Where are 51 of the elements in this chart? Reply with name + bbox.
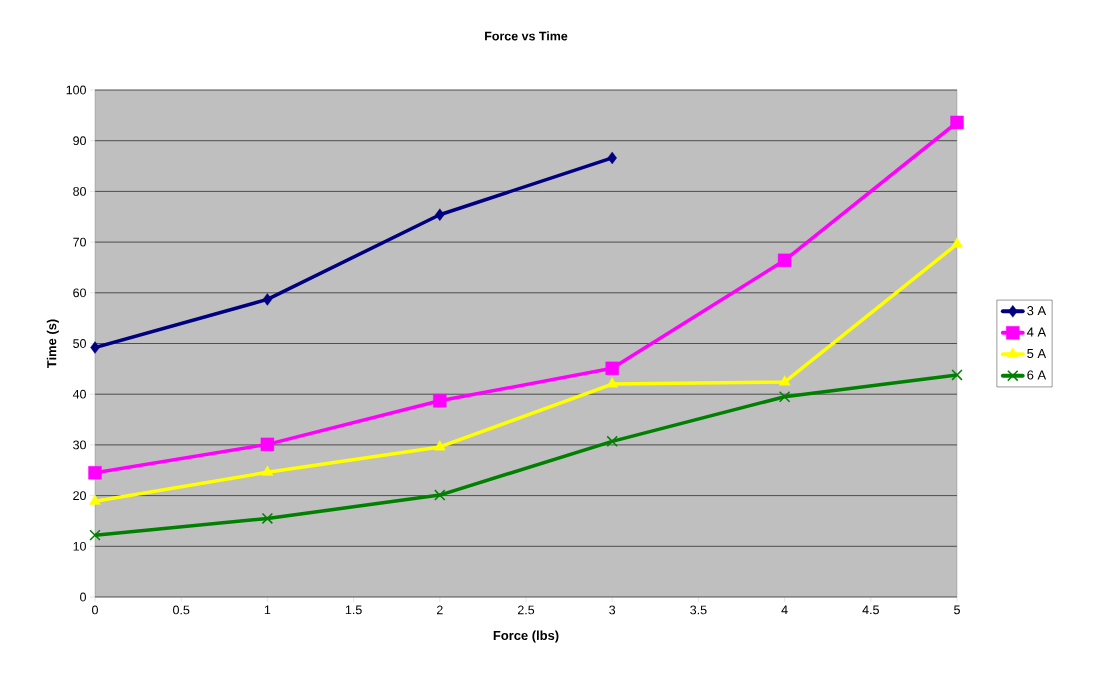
x-tick-label: 2.5 xyxy=(517,605,535,615)
point xyxy=(89,494,101,505)
legend-label: 3 A xyxy=(1027,306,1047,316)
point xyxy=(777,253,792,268)
x-axis-title: Force (lbs) xyxy=(493,630,559,643)
y-tick-label: 80 xyxy=(73,186,86,196)
y-axis-title: Time (s) xyxy=(46,319,59,369)
y-tick-label: 20 xyxy=(73,491,86,501)
y-tick-label: 60 xyxy=(73,288,86,298)
point xyxy=(433,440,446,451)
legend-label: 5 A xyxy=(1027,348,1047,359)
point xyxy=(606,435,618,448)
point xyxy=(433,394,447,408)
point xyxy=(605,361,619,376)
point xyxy=(607,151,617,165)
point xyxy=(89,529,101,541)
x-tick-label: 2 xyxy=(436,605,443,615)
legend-label: 6 A xyxy=(1027,370,1047,380)
x-tick-label: 4.5 xyxy=(862,605,879,615)
y-tick-label: 10 xyxy=(73,541,86,551)
y-tick-label: 0 xyxy=(80,592,86,602)
point xyxy=(778,375,791,386)
point xyxy=(778,391,791,403)
x-tick-label: 3.5 xyxy=(690,605,707,615)
x-tick-label: 3 xyxy=(609,605,616,615)
point xyxy=(262,293,273,306)
point xyxy=(606,377,619,388)
y-tick-label: 40 xyxy=(72,389,86,399)
point xyxy=(951,369,963,381)
point xyxy=(260,437,275,452)
x-tick-label: 0.5 xyxy=(173,605,190,615)
x-tick-label: 4 xyxy=(781,605,788,615)
x-tick-label: 0 xyxy=(92,605,98,615)
y-tick-label: 30 xyxy=(73,440,86,450)
point xyxy=(261,512,274,525)
y-tick-label: 90 xyxy=(73,136,86,146)
point xyxy=(434,489,446,501)
point xyxy=(950,115,964,130)
x-tick-label: 5 xyxy=(954,605,960,615)
point xyxy=(261,465,274,476)
y-tick-label: 50 xyxy=(73,339,86,348)
y-tick-label: 100 xyxy=(66,85,86,95)
legend-label: 4 A xyxy=(1026,327,1047,337)
chart-title: Force vs Time xyxy=(485,31,568,41)
point xyxy=(88,466,102,480)
x-tick-label: 1 xyxy=(264,605,271,615)
y-tick-label: 70 xyxy=(73,237,86,247)
point xyxy=(90,341,100,354)
x-tick-label: 1.5 xyxy=(345,605,362,615)
point xyxy=(951,237,963,248)
point xyxy=(435,208,445,221)
